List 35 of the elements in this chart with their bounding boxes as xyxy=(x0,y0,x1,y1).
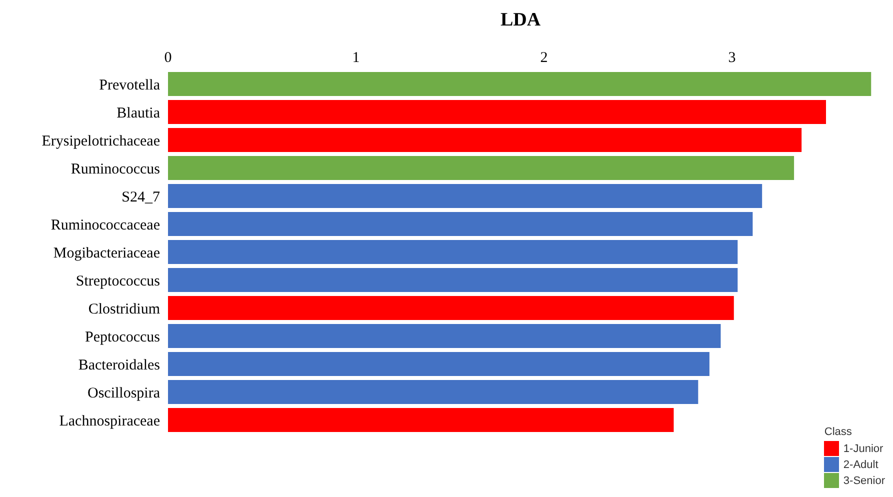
y-tick-label: Erysipelotrichaceae xyxy=(42,133,160,150)
y-tick-label: Streptococcus xyxy=(76,273,160,290)
bar xyxy=(168,184,762,208)
bar xyxy=(168,324,721,348)
y-tick-label: Peptococcus xyxy=(85,329,160,346)
y-tick-label: Blautia xyxy=(116,105,160,122)
x-tick-label: 0 xyxy=(164,50,172,66)
y-tick-label: Oscillospira xyxy=(88,385,160,402)
bar xyxy=(168,352,710,376)
bar xyxy=(168,268,738,292)
y-tick-label: Prevotella xyxy=(99,77,160,94)
y-tick-label: Ruminococcaceae xyxy=(50,217,160,234)
bar xyxy=(168,380,698,404)
y-tick-label: Mogibacteriaceae xyxy=(53,245,160,262)
x-tick-label: 3 xyxy=(728,50,736,66)
legend-title: Class xyxy=(824,426,853,438)
y-tick-label: Lachnospiraceae xyxy=(59,413,160,430)
legend-label: 3-Senior xyxy=(843,474,885,486)
x-axis-title: LDA xyxy=(500,9,541,30)
bar xyxy=(168,408,674,432)
x-tick-label: 2 xyxy=(540,50,548,66)
x-tick-label: 1 xyxy=(352,50,360,66)
bar xyxy=(168,72,872,96)
bar xyxy=(168,240,738,264)
bar xyxy=(168,296,734,320)
legend-label: 2-Adult xyxy=(843,458,878,470)
y-tick-label: Clostridium xyxy=(88,301,160,318)
bar xyxy=(168,100,826,124)
y-tick-label: S24_7 xyxy=(122,189,160,206)
bar xyxy=(168,156,794,180)
y-tick-label: Ruminococcus xyxy=(70,161,160,178)
bar xyxy=(168,128,802,152)
y-tick-label: Bacteroidales xyxy=(78,357,160,374)
legend-label: 1-Junior xyxy=(843,442,884,454)
bar xyxy=(168,212,753,236)
